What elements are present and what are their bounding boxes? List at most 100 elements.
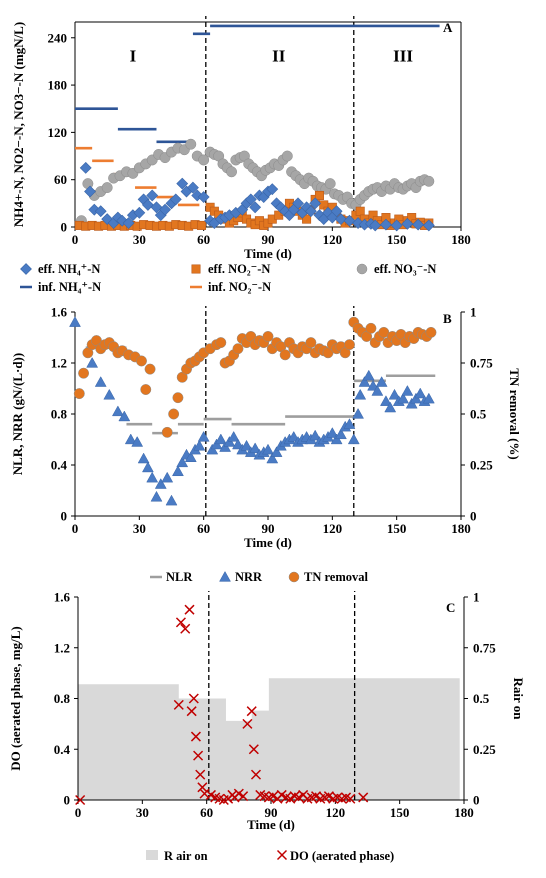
- point-eff-nh4: [141, 198, 154, 211]
- point-tn-removal: [305, 337, 317, 349]
- point-do: [197, 782, 208, 793]
- point-tn-removal: [279, 349, 291, 361]
- x-tick-label: 120: [326, 805, 346, 820]
- point-tn-removal: [262, 331, 274, 342]
- x-stroke: [276, 789, 287, 800]
- phase-label: II: [272, 46, 286, 65]
- point-nrr: [343, 418, 356, 429]
- y-tick-label: 180: [48, 78, 68, 93]
- point-eff-no3: [324, 178, 336, 190]
- point-eff-nh4: [79, 161, 92, 174]
- point-nrr: [161, 471, 174, 483]
- point-eff-nh4: [330, 205, 343, 218]
- point-eff-no3: [101, 182, 113, 194]
- x-tick-label: 30: [133, 232, 146, 247]
- point-tn-removal: [136, 355, 147, 367]
- point-eff-nh4: [390, 219, 403, 232]
- point-nrr: [154, 478, 167, 489]
- x-stroke: [188, 693, 199, 704]
- point-do: [250, 769, 262, 780]
- panel-letter: C: [446, 600, 455, 615]
- panel-letter: B: [443, 311, 452, 326]
- point-tn-removal: [215, 337, 227, 349]
- point-nrr: [227, 430, 240, 442]
- point-nrr: [103, 388, 116, 400]
- y-tick-label: 0.4: [54, 742, 71, 757]
- x-stroke: [190, 731, 201, 742]
- point-nrr: [326, 427, 339, 438]
- point-eff-nh4: [169, 193, 182, 206]
- y-right-tick-label: 0: [473, 793, 480, 808]
- x-tick-label: 0: [72, 232, 79, 247]
- point-eff-no2: [197, 220, 207, 230]
- y-tick-label: 1.2: [51, 356, 67, 371]
- x-tick-label: 60: [197, 521, 210, 536]
- point-eff-nh4: [133, 206, 146, 219]
- point-tn-removal: [140, 384, 152, 395]
- x-tick-label: 90: [262, 521, 275, 536]
- x-tick-label: 120: [323, 232, 343, 247]
- point-nrr: [214, 433, 227, 445]
- point-nrr: [334, 428, 347, 440]
- point-eff-nh4: [94, 205, 107, 218]
- point-nrr: [69, 316, 81, 327]
- x-stroke: [75, 794, 86, 806]
- x-tick-label: 180: [454, 805, 474, 820]
- point-do: [188, 693, 199, 704]
- point-nrr: [86, 356, 99, 368]
- point-nrr: [184, 451, 197, 462]
- y-axis-title: DO (aerated phase, mg/L): [8, 626, 23, 770]
- point-do: [173, 699, 184, 710]
- x-stroke: [197, 782, 208, 793]
- point-nrr: [401, 385, 414, 396]
- point-eff-nh4: [122, 217, 135, 229]
- x-stroke: [268, 791, 279, 802]
- x-tick-label: 180: [451, 232, 471, 247]
- x-stroke: [184, 604, 195, 615]
- y-right-tick-label: 1: [473, 590, 480, 605]
- x-tick-label: 60: [197, 232, 210, 247]
- point-nrr: [270, 446, 283, 457]
- point-eff-nh4: [422, 219, 435, 232]
- point-do: [238, 791, 249, 802]
- x-stroke: [242, 718, 253, 729]
- x-stroke: [341, 792, 352, 803]
- panel-b: 0 30 60 90 120 150 18000.40.81.21.600.250.50.7…: [10, 305, 522, 551]
- point-eff-nh4: [401, 217, 414, 230]
- x-stroke: [195, 769, 206, 780]
- point-eff-nh4: [197, 191, 210, 203]
- y-tick-label: 0.4: [51, 458, 68, 473]
- point-eff-no3: [281, 150, 293, 162]
- point-nrr: [371, 385, 384, 396]
- point-eff-nh4: [150, 201, 163, 214]
- point-eff-nh4: [380, 218, 392, 231]
- x-stroke: [238, 791, 249, 802]
- legend-marker-nrr: [219, 570, 231, 582]
- legend-label: NRR: [235, 570, 263, 584]
- point-do: [180, 623, 191, 634]
- x-stroke: [345, 793, 356, 804]
- point-eff-nh4: [292, 197, 304, 210]
- y-axis-title: NLR, NRR (gN/(L·d)): [10, 353, 25, 475]
- point-nrr: [141, 461, 154, 473]
- x-tick-label: 150: [387, 521, 407, 536]
- point-tn-removal: [73, 388, 85, 400]
- point-tn-removal: [425, 326, 437, 338]
- x-tick-label: 60: [200, 805, 213, 820]
- point-eff-no3: [423, 175, 435, 187]
- point-eff-nh4: [343, 214, 356, 227]
- legend-label: eff. NO₃⁻-N: [374, 262, 436, 276]
- y-tick-label: 0: [61, 509, 68, 524]
- point-do: [186, 706, 197, 717]
- point-tn-removal: [344, 339, 355, 351]
- y-right-tick-label: 0.5: [473, 691, 490, 706]
- x-axis-title: Time (d): [244, 535, 292, 550]
- phase-label: I: [130, 46, 137, 65]
- point-nrr: [146, 471, 159, 483]
- y-right-tick-label: 1: [470, 305, 477, 320]
- point-do: [195, 769, 206, 780]
- legend-panel-c: R air on DO (aerated phase): [146, 849, 394, 863]
- point-do: [248, 744, 259, 755]
- legend-panel-a: eff. NH₄⁺-N eff. NO₂⁻-N eff. NO₃⁻-N inf. NH…: [20, 262, 436, 294]
